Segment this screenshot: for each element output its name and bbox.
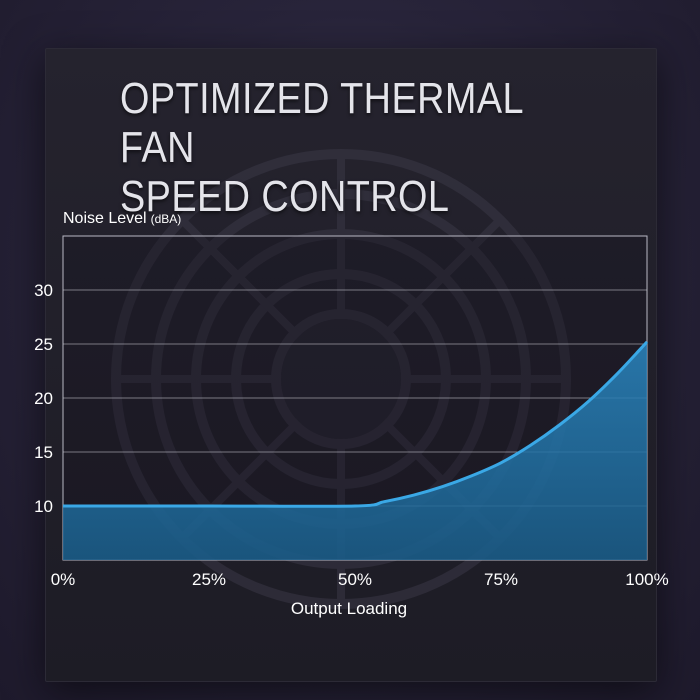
y-tick-label: 30 (34, 281, 53, 300)
y-tick-label: 10 (34, 497, 53, 516)
x-tick-label: 50% (338, 570, 372, 589)
y-axis-label: Noise Level (dBA) (63, 210, 181, 227)
x-tick-labels: 0% 25% 50% 75% 100% (51, 570, 669, 589)
x-tick-label: 100% (625, 570, 668, 589)
y-tick-label: 25 (34, 335, 53, 354)
x-tick-label: 25% (192, 570, 226, 589)
y-tick-label: 15 (34, 443, 53, 462)
y-axis-label-unit: (dBA) (151, 212, 182, 226)
x-tick-label: 75% (484, 570, 518, 589)
x-tick-label: 0% (51, 570, 76, 589)
y-axis-label-main: Noise Level (63, 210, 147, 227)
series-line (63, 340, 649, 508)
area-fill (63, 341, 647, 560)
x-axis-label: Output Loading (291, 599, 407, 618)
title-line-1: OPTIMIZED THERMAL FAN (120, 74, 523, 172)
y-tick-labels: 10 15 20 25 30 (34, 281, 53, 516)
chart-title: OPTIMIZED THERMAL FAN SPEED CONTROL (120, 74, 584, 221)
title-line-2: SPEED CONTROL (120, 172, 450, 221)
y-tick-label: 20 (34, 389, 53, 408)
